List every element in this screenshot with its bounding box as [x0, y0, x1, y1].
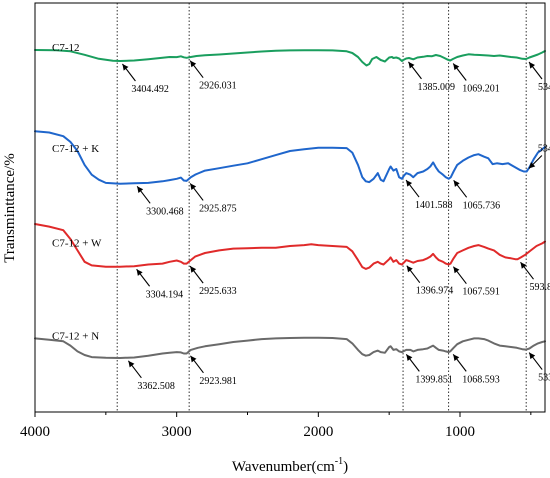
annotation-label: 1399.851	[415, 374, 453, 385]
annotation-label: 1068.593	[462, 374, 500, 385]
series-label: C7-12 + K	[52, 143, 99, 155]
annotation-arrowhead	[453, 266, 460, 274]
x-tick-label: 1000	[445, 424, 475, 440]
plot-frame	[34, 2, 546, 413]
annotation-arrowhead	[136, 269, 143, 276]
annotation-arrowhead	[529, 352, 536, 360]
annotation-arrowhead	[408, 61, 415, 69]
annotation-arrowhead	[190, 266, 197, 273]
spectrum-0	[34, 49, 546, 67]
series-label: C7-12	[52, 42, 80, 54]
reference-lines	[116, 3, 527, 412]
y-axis-title: Transminttance/%	[2, 153, 18, 262]
annotation-arrowhead	[528, 162, 536, 169]
spectra	[34, 49, 546, 359]
annotation-label: 534.235	[538, 82, 550, 93]
annotation-arrowhead	[128, 360, 135, 368]
peak-annotations: 3404.492 2926.031 1385.009 1069.201 534.235 3…	[121, 60, 550, 392]
spectrum-1	[34, 130, 546, 185]
annotation-arrowhead	[406, 180, 413, 187]
x-tick-label: 3000	[162, 424, 192, 440]
annotation-arrowhead	[137, 186, 144, 193]
x-axis-title: Wavenumber(cm-1)	[232, 456, 348, 475]
annotation-label: 1396.974	[416, 286, 454, 297]
x-axis-ticks: 4000 3000 2000 1000	[20, 412, 532, 440]
annotation-arrowhead	[453, 63, 460, 71]
series-labels: C7-12 C7-12 + K C7-12 + W C7-12 + N	[52, 42, 102, 342]
annotation-arrowhead	[406, 354, 413, 361]
annotation-arrowhead	[190, 355, 197, 363]
annotation-label: 2926.031	[199, 81, 237, 92]
annotation-label: 3362.508	[137, 381, 175, 392]
annotation-label: 593.860	[530, 282, 550, 293]
annotation-arrowhead	[190, 183, 197, 190]
annotation-arrowhead	[190, 60, 197, 68]
annotation-arrowhead	[122, 63, 129, 71]
annotation-label: 3304.194	[146, 289, 184, 300]
x-axis-title-sup: -1	[335, 456, 343, 467]
series-label: C7-12 + W	[52, 237, 102, 249]
annotation-label: 3300.468	[146, 206, 184, 217]
x-axis-title-main: Wavenumber(cm	[232, 459, 335, 475]
annotation-label: 1401.588	[415, 200, 453, 211]
annotation-label: 1065.736	[463, 200, 501, 211]
annotation-label: 534.747	[538, 143, 550, 154]
annotation-arrowhead	[520, 262, 527, 269]
annotation-label: 3404.492	[131, 84, 169, 95]
x-axis-title-end: )	[343, 459, 348, 475]
annotation-label: 2925.633	[199, 286, 237, 297]
annotation-arrowhead	[529, 62, 536, 69]
annotation-label: 1385.009	[417, 82, 455, 93]
annotation-label: 533.389	[538, 373, 550, 384]
x-tick-label: 4000	[20, 424, 50, 440]
annotation-label: 1069.201	[462, 84, 500, 95]
annotation-label: 2923.981	[199, 376, 237, 387]
annotation-label: 1067.591	[462, 287, 500, 298]
annotation-arrowhead	[406, 265, 413, 273]
annotation-arrowhead	[453, 354, 460, 361]
series-label: C7-12 + N	[52, 330, 99, 342]
spectrum-2	[34, 223, 546, 270]
x-tick-label: 2000	[303, 424, 333, 440]
spectrum-3	[34, 336, 546, 359]
annotation-label: 2925.875	[199, 203, 237, 214]
annotation-arrowhead	[453, 180, 460, 187]
